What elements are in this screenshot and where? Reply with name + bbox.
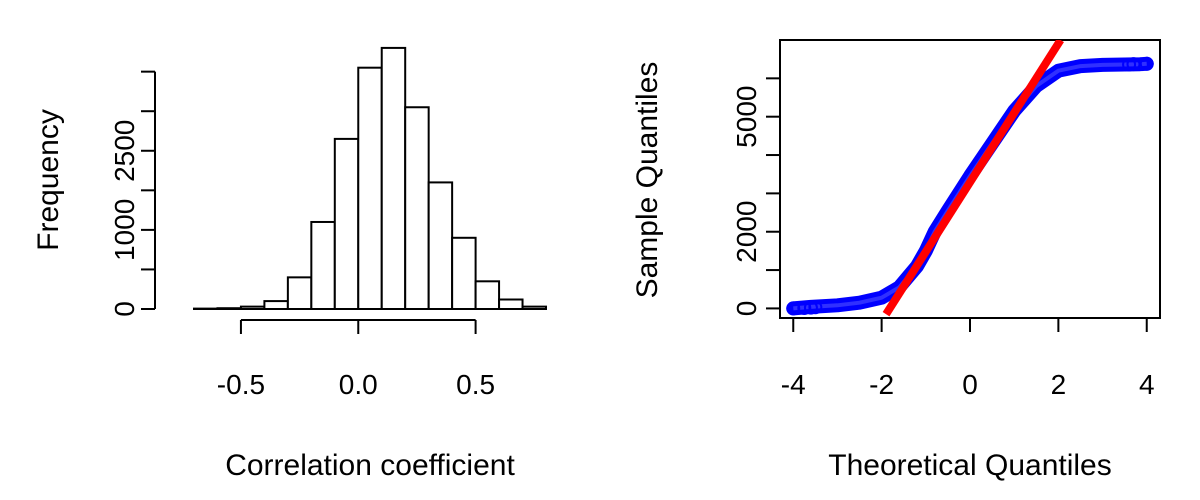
qq-y-label: Sample Quantiles: [631, 62, 664, 299]
histogram-bar: [333, 137, 360, 310]
qq-x-tick-label: 4: [1139, 369, 1155, 400]
histogram-bar: [263, 300, 289, 310]
qq-reference-line-group: [882, 40, 1064, 317]
qq-sample-points: [786, 56, 1154, 316]
histogram-bar: [380, 46, 407, 310]
histogram-bar: [310, 220, 336, 310]
qq-y-tick-label: 0: [731, 301, 762, 317]
histogram-y-tick-label: 2500: [109, 120, 140, 182]
histogram-bar: [474, 280, 501, 311]
histogram-x-label: Correlation coefficient: [225, 449, 515, 482]
qq-x-tick-label: 0: [962, 369, 978, 400]
histogram-bar: [357, 66, 383, 310]
histogram-y-tick-label: 1000: [109, 199, 140, 261]
qq-point: [1139, 56, 1154, 71]
histogram-bar: [521, 305, 547, 310]
qq-x-tick-label: -4: [781, 369, 806, 400]
qq-point: [1126, 57, 1141, 72]
histogram-x-axis: -0.5 0.0 0.5: [217, 319, 495, 400]
qq-x-label: Theoretical Quantiles: [828, 449, 1111, 482]
histogram-bar: [451, 236, 477, 310]
qq-x-axis: -4 -2 0 2 4: [781, 318, 1155, 400]
histogram-x-tick-label: 0.5: [456, 369, 495, 400]
histogram-bar: [239, 305, 266, 310]
histogram-y-axis: 0 1000 2500: [109, 70, 156, 317]
histogram-y-tick-label: 0: [109, 301, 140, 317]
histogram-bar: [427, 181, 454, 310]
histogram-bar: [286, 276, 313, 310]
histogram-bar: [216, 307, 242, 311]
histogram-panel: 0 1000 2500 -0.5 0.0 0.5 Correlation coeffic…: [32, 46, 547, 482]
histogram-bar: [404, 106, 430, 310]
qq-x-tick-label: 2: [1051, 369, 1067, 400]
histogram-bar: [498, 298, 524, 311]
histogram-x-tick-label: -0.5: [217, 369, 265, 400]
qq-reference-line: [882, 40, 1064, 317]
qq-point: [808, 300, 823, 315]
histogram-x-tick-label: 0.0: [339, 369, 378, 400]
histogram-y-label: Frequency: [32, 109, 65, 251]
qq-point: [803, 300, 818, 315]
qq-y-axis: 0 2000 5000: [731, 77, 781, 317]
qq-point: [1122, 57, 1137, 72]
qq-x-tick-label: -2: [869, 369, 894, 400]
qq-y-tick-label: 5000: [731, 86, 762, 148]
qq-y-tick-label: 2000: [731, 201, 762, 263]
histogram-bars: [193, 46, 547, 311]
